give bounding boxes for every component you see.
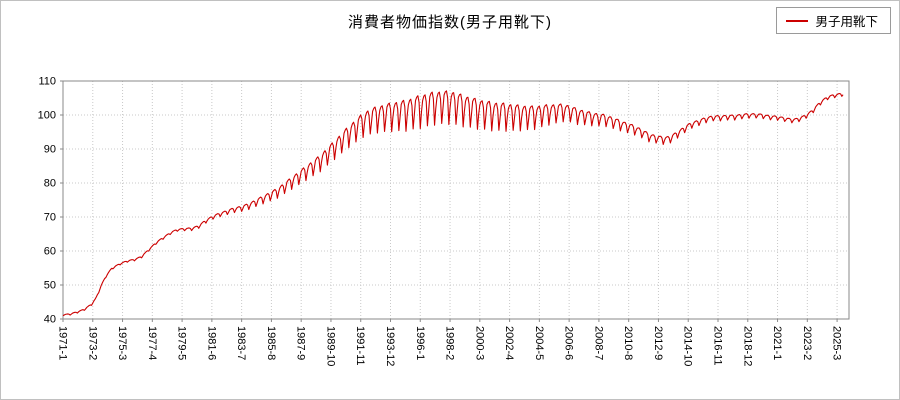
x-tick-label: 1979-5 xyxy=(176,326,188,360)
x-tick-label: 1977-4 xyxy=(146,326,158,360)
x-tick-label: 1975-3 xyxy=(116,326,128,360)
x-tick-label: 1996-1 xyxy=(414,326,426,360)
x-tick-label: 2018-12 xyxy=(741,326,753,366)
x-tick-label: 1981-6 xyxy=(205,326,217,360)
x-tick-label: 2008-7 xyxy=(592,326,604,360)
x-tick-label: 1993-12 xyxy=(384,326,396,366)
price-line xyxy=(62,90,844,317)
x-tick-label: 1987-9 xyxy=(295,326,307,360)
y-tick-label: 50 xyxy=(44,280,56,292)
x-tick-label: 2010-8 xyxy=(622,326,634,360)
x-tick-label: 2021-1 xyxy=(771,326,783,360)
x-tick-label: 2002-4 xyxy=(503,326,515,360)
x-tick-label: 1973-2 xyxy=(86,326,98,360)
y-tick-label: 40 xyxy=(44,314,56,326)
x-tick-label: 2006-6 xyxy=(563,326,575,360)
x-tick-label: 2016-11 xyxy=(712,326,724,366)
x-tick-label: 2023-2 xyxy=(801,326,813,360)
y-tick-label: 90 xyxy=(44,144,56,156)
y-tick-label: 60 xyxy=(44,246,56,258)
y-tick-label: 70 xyxy=(44,212,56,224)
y-tick-label: 80 xyxy=(44,178,56,190)
x-tick-label: 1998-2 xyxy=(444,326,456,360)
x-tick-label: 2004-5 xyxy=(533,326,545,360)
plot-border xyxy=(62,80,850,320)
x-tick-label: 1985-8 xyxy=(265,326,277,360)
legend: 男子用靴下 xyxy=(776,7,891,34)
x-tick-label: 1991-11 xyxy=(354,326,366,366)
y-tick-label: 110 xyxy=(38,76,56,88)
y-tick-label: 100 xyxy=(38,110,56,122)
legend-label: 男子用靴下 xyxy=(815,15,878,29)
x-tick-label: 2025-3 xyxy=(831,326,843,360)
legend-line-icon xyxy=(786,19,809,22)
x-tick-label: 1971-1 xyxy=(57,326,69,360)
x-tick-label: 1983-7 xyxy=(235,326,247,360)
x-tick-label: 1989-10 xyxy=(324,326,336,366)
x-tick-label: 2012-9 xyxy=(652,326,664,360)
chart-title: 消費者物価指数(男子用靴下) xyxy=(348,14,552,31)
x-tick-label: 2000-3 xyxy=(473,326,485,360)
x-tick-label: 2014-10 xyxy=(682,326,694,366)
